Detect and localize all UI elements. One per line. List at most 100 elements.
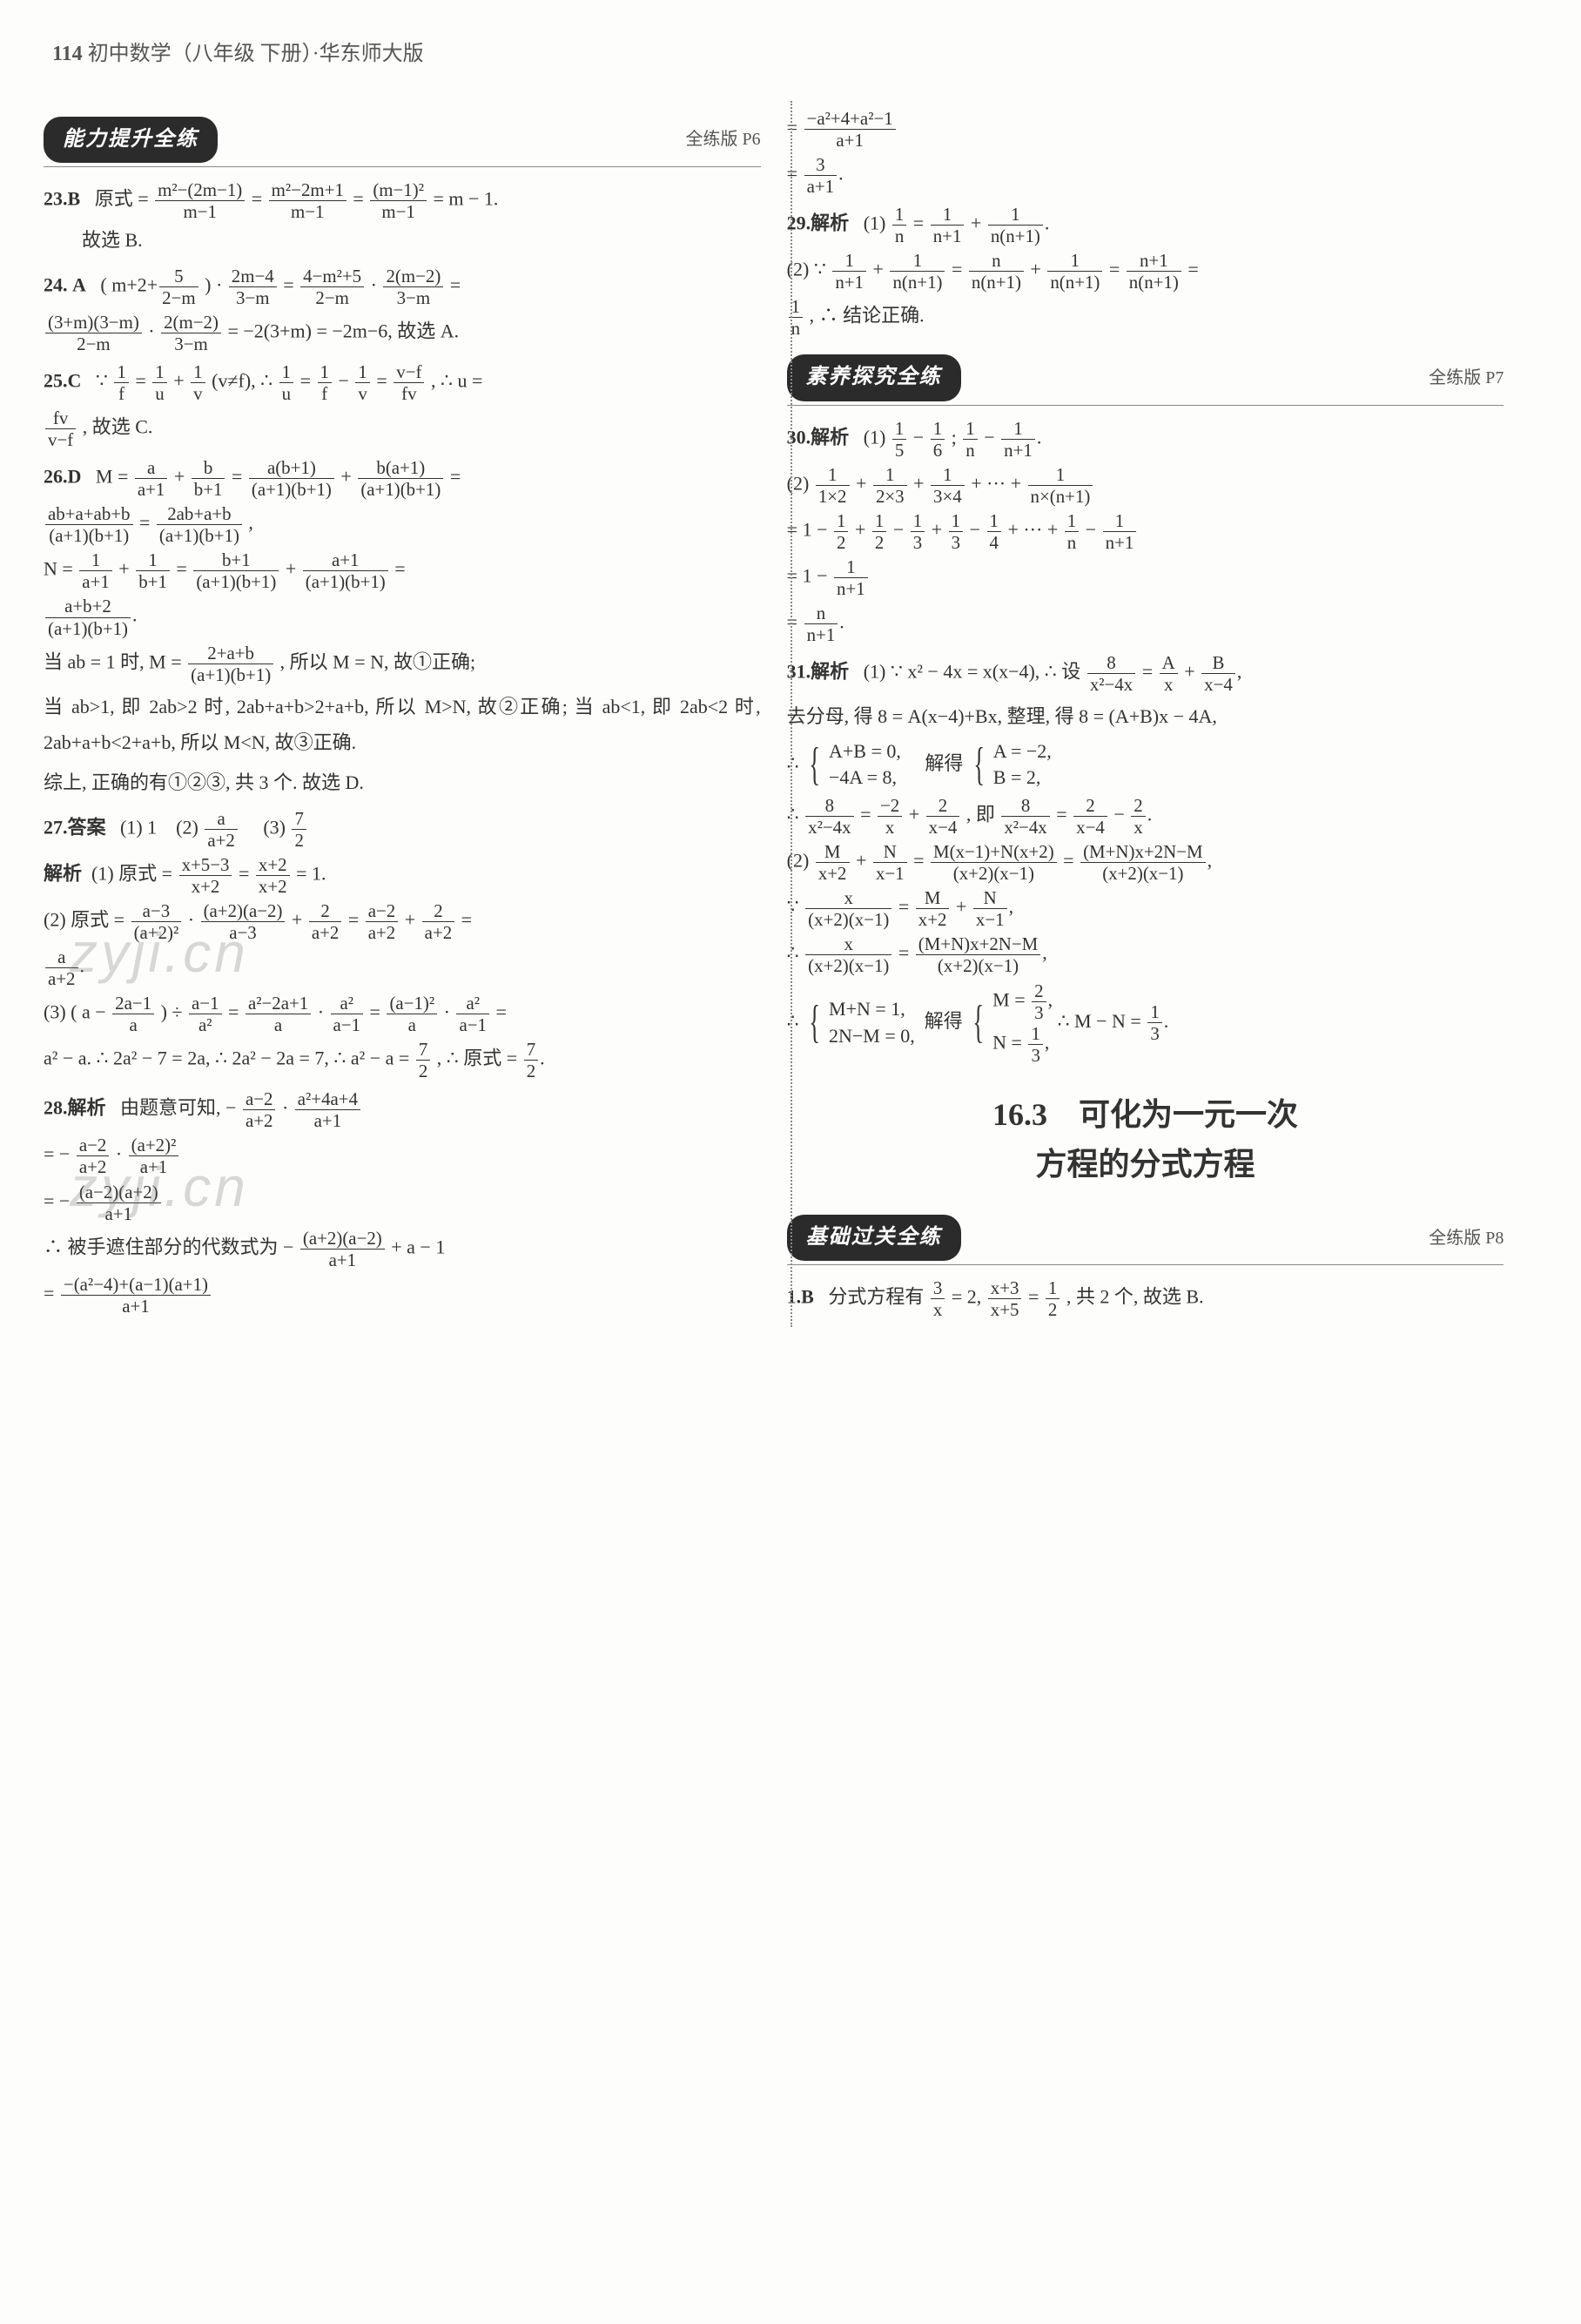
- item-24: 24. A ( m+2+52−m ) · 2m−43−m = 4−m²+52−m…: [44, 266, 761, 354]
- fraction: −(a²−4)+(a−1)(a+1)a+1: [61, 1274, 211, 1317]
- item-line: = 3a+1.: [787, 154, 1504, 197]
- text: 原式 =: [95, 188, 153, 210]
- fraction: a²a−1: [331, 993, 364, 1035]
- fraction: 13: [911, 510, 925, 553]
- text: ∴: [787, 942, 804, 964]
- text: (3): [44, 1001, 71, 1023]
- item-line: ∴ 被手遮住部分的代数式为 − (a+2)(a−2)a+1 + a − 1: [44, 1228, 761, 1270]
- fraction: m²−(2m−1)m−1: [155, 179, 245, 222]
- text: a² − a. ∴ 2a² − 7 = 2a, ∴ 2a² − 2a = 7, …: [44, 1047, 414, 1069]
- item-line: = nn+1.: [787, 603, 1504, 645]
- text: (1): [864, 212, 891, 233]
- text: M =: [96, 466, 133, 488]
- section-ref: 全练版 P6: [686, 123, 761, 156]
- item-line: ∴ 8x²−4x = −2x + 2x−4 , 即 8x²−4x = 2x−4 …: [787, 795, 1504, 838]
- fraction: Ax: [1160, 652, 1178, 695]
- section-header-explore: 素养探究全练 全练版 P7: [787, 354, 1504, 406]
- fraction: 8x²−4x: [1087, 652, 1135, 695]
- label: 答案: [68, 817, 106, 839]
- item-25: 25.C ∵ 1f = 1u + 1v (v≠f), ∴ 1u = 1f − 1…: [44, 361, 761, 450]
- fraction: (a−1)²a: [387, 993, 437, 1035]
- fraction: 1n: [963, 418, 977, 461]
- fraction: 1n×(n+1): [1028, 464, 1093, 507]
- fraction: 12: [1046, 1277, 1060, 1320]
- brace-icon: {: [810, 1011, 821, 1034]
- fraction: 1a+1: [79, 549, 112, 592]
- fraction: (a−2)(a+2)a+1: [77, 1182, 161, 1224]
- item-29: 29.解析 (1) 1n = 1n+1 + 1n(n+1). (2) ∵ 1n+…: [787, 204, 1504, 339]
- fraction: b+1(a+1)(b+1): [193, 549, 279, 592]
- item-30: 30.解析 (1) 15 − 16 ; 1n − 1n+1. (2) 11×2 …: [787, 418, 1504, 645]
- item-line: a² − a. ∴ 2a² − 7 = 2a, ∴ 2a² − 2a = 7, …: [44, 1039, 761, 1081]
- fraction: 1f: [318, 361, 332, 404]
- fraction: 1n+1: [832, 250, 866, 293]
- item-ans: A: [72, 274, 86, 296]
- text: ∵: [96, 370, 113, 392]
- fraction: 2x: [1131, 795, 1145, 838]
- fraction: nn+1: [804, 603, 838, 645]
- right-column: = −a²+4+a²−1a+1 = 3a+1. 29.解析 (1) 1n = 1…: [787, 101, 1504, 1328]
- text: ∴: [787, 752, 804, 774]
- cases: M+N = 1,2N−M = 0,: [829, 996, 915, 1050]
- text: (1): [864, 426, 891, 448]
- fraction: v−ffv: [394, 361, 424, 404]
- text: ∴ 被手遮住部分的代数式为 −: [44, 1236, 293, 1257]
- chapter-l2: 方程的分式方程: [1036, 1147, 1255, 1182]
- fraction: 15: [892, 418, 906, 461]
- text: + a − 1: [391, 1236, 445, 1257]
- fraction: 1n: [1065, 510, 1079, 553]
- fraction: a²+4a+4a+1: [295, 1088, 360, 1131]
- fraction: 2(m−2)3−m: [161, 312, 221, 354]
- item-28-cont: = −a²+4+a²−1a+1 = 3a+1.: [787, 108, 1504, 197]
- fraction: 13: [949, 510, 963, 553]
- fraction: (a+2)²a+1: [129, 1135, 179, 1177]
- text: = −2(3+m) = −2m−6, 故选 A.: [227, 320, 459, 342]
- fraction: 2x−4: [1073, 795, 1107, 838]
- item-num: 26.: [44, 466, 68, 488]
- fraction: aa+1: [135, 457, 168, 500]
- fraction: 8x²−4x: [805, 795, 853, 838]
- fraction: b(a+1)(a+1)(b+1): [358, 457, 443, 500]
- item-num: 28.: [44, 1097, 68, 1119]
- fraction: M(x−1)+N(x+2)(x+2)(x−1): [931, 841, 1057, 884]
- text: 去分母, 得 8 = A(x−4)+Bx, 整理, 得 8 = (A+B)x −…: [787, 698, 1504, 735]
- fraction: 2a+2: [422, 900, 455, 943]
- chapter-l1: 可化为一元一次: [1079, 1097, 1298, 1132]
- item-ans: C: [68, 370, 82, 392]
- fraction: 1u: [279, 361, 293, 404]
- cases: A = −2,B = 2,: [993, 738, 1052, 792]
- item-line: = 1 − 1n+1: [787, 556, 1504, 599]
- fraction: 72: [292, 808, 306, 851]
- text: , 即: [966, 804, 995, 825]
- fraction: 14: [987, 510, 1001, 553]
- item-31: 31.解析 (1) ∵ x² − 4x = x(x−4), ∴ 设 8x²−4x…: [787, 652, 1504, 1066]
- item-line: = 1 − 12 + 12 − 13 + 13 − 14 + ··· + 1n …: [787, 510, 1504, 553]
- fraction: x+2x+2: [256, 854, 290, 897]
- item-num: 1.: [787, 1286, 802, 1308]
- text: ∴ M − N =: [1058, 1010, 1147, 1032]
- header-title: 初中数学（八年级 下册）·华东师大版: [88, 43, 424, 65]
- item-27: 27.答案 (1) 1 (2) aa+2 (3) 72 解析 (1) 原式 = …: [44, 808, 761, 1081]
- section-pill: 基础过关全练: [787, 1215, 961, 1262]
- fraction: x+3x+5: [988, 1277, 1022, 1320]
- item-ans: B: [68, 188, 81, 210]
- text: (2): [787, 850, 814, 872]
- text: 故选 B.: [44, 222, 761, 259]
- fraction: 1u: [152, 361, 166, 404]
- item-line: (2) Mx+2 + Nx−1 = M(x−1)+N(x+2)(x+2)(x−1…: [787, 841, 1504, 884]
- text: , 故选 C.: [83, 416, 153, 438]
- item-line: = − a−2a+2 · (a+2)²a+1: [44, 1135, 761, 1177]
- fraction: Mx+2: [916, 887, 950, 930]
- text: 由题意可知, −: [120, 1097, 236, 1119]
- fraction: a−1a²: [189, 993, 222, 1035]
- text: (2) 原式 =: [44, 909, 130, 931]
- item-line: = −(a²−4)+(a−1)(a+1)a+1: [44, 1274, 761, 1317]
- chapter-heading: 16.3 可化为一元一次 方程的分式方程: [787, 1090, 1504, 1190]
- fraction: 12: [872, 510, 886, 553]
- item-line: 当 ab = 1 时, M = 2+a+b(a+1)(b+1) , 所以 M =…: [44, 643, 761, 685]
- fraction: 1v: [191, 361, 205, 404]
- section-ref: 全练版 P7: [1429, 361, 1504, 394]
- fraction: aa+2: [205, 808, 238, 851]
- fraction: 1n(n+1): [1047, 250, 1102, 293]
- fraction: n+1n(n+1): [1127, 250, 1181, 293]
